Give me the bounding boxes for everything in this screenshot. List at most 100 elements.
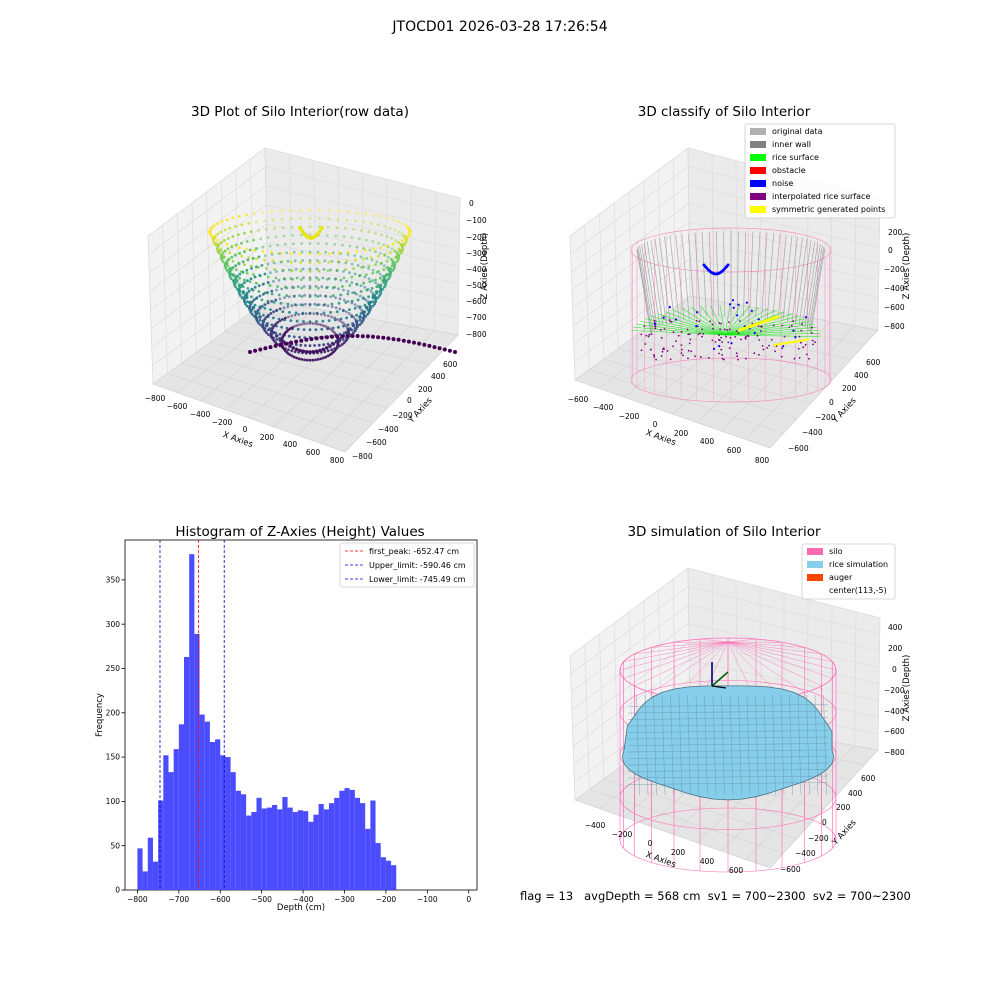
raw-point — [350, 262, 354, 266]
interpolated-point — [728, 347, 731, 349]
rice-mesh-line — [627, 762, 829, 766]
raw-point — [269, 271, 272, 275]
raw-point — [316, 286, 320, 290]
raw-point — [254, 315, 258, 318]
raw-point — [285, 294, 289, 297]
grid-line — [769, 749, 879, 869]
histogram-bar — [391, 865, 397, 890]
grid-line — [267, 261, 459, 302]
raw-point — [237, 246, 241, 250]
raw-point — [262, 292, 265, 296]
raw-point — [303, 293, 307, 297]
interpolated-point — [798, 335, 801, 338]
interpolated-point — [682, 354, 684, 357]
interpolated-point — [811, 326, 813, 329]
y-tick: −400 — [802, 428, 823, 437]
raw-point — [237, 289, 241, 293]
inner-wall-streak — [701, 231, 707, 317]
raw-point — [234, 264, 238, 268]
raw-point — [390, 247, 394, 251]
raw-point — [285, 286, 289, 290]
raw-point — [324, 250, 328, 254]
grid-line — [320, 330, 435, 444]
inner-wall-streak — [749, 231, 754, 317]
raw-point — [298, 294, 301, 297]
y-tick: 600 — [866, 358, 881, 367]
raw-point — [326, 349, 330, 353]
raw-point — [299, 217, 302, 220]
grid-line — [272, 321, 387, 427]
raw-point — [364, 212, 367, 216]
interpolated-point — [737, 332, 740, 335]
symmetric-point — [800, 339, 804, 342]
rice-mesh-line — [627, 769, 829, 772]
raw-point — [366, 287, 370, 291]
raw-point — [318, 217, 321, 220]
interpolated-point — [680, 352, 683, 355]
raw-point — [299, 261, 302, 264]
raw-point — [252, 238, 256, 242]
symmetric-point — [788, 341, 792, 344]
simulation-title: 3D simulation of Silo Interior — [627, 524, 821, 540]
interpolated-point — [702, 333, 705, 335]
raw-point — [336, 346, 339, 349]
raw-point — [363, 275, 367, 279]
raw-point — [333, 347, 336, 351]
raw-point — [299, 269, 303, 273]
figure-suptitle: JTOCD01 2026-03-28 17:26:54 — [391, 19, 607, 35]
raw-point — [381, 274, 384, 278]
raw-point — [340, 321, 344, 324]
raw-point — [356, 264, 360, 267]
histogram-bar — [230, 772, 236, 890]
raw-point — [335, 269, 339, 272]
raw-point — [384, 283, 387, 287]
status-line: flag = 13 avgDepth = 568 cm sv1 = 700~23… — [520, 889, 911, 903]
inner-wall-streak — [675, 234, 685, 320]
interpolated-point — [801, 323, 803, 326]
raw-point — [324, 355, 328, 359]
z-tick: −600 — [884, 727, 905, 736]
raw-point — [314, 336, 319, 341]
raw-point — [326, 354, 330, 358]
raw-point — [355, 313, 358, 317]
inner-wall-streak — [761, 232, 768, 318]
raw-point — [345, 334, 350, 338]
raw-point — [240, 223, 244, 227]
raw-point — [308, 350, 312, 354]
raw-point — [318, 252, 322, 256]
raw-point — [225, 268, 229, 272]
inner-wall-streak — [795, 238, 808, 324]
interpolated-point — [768, 344, 770, 347]
histogram-legend: first_peak: -652.47 cm Upper_limit: -590… — [339, 542, 475, 588]
raw-point — [359, 290, 363, 293]
raw-point — [376, 335, 381, 340]
silo-roof-wire — [727, 641, 805, 693]
raw-point — [272, 279, 275, 283]
rice-mesh-line — [780, 694, 785, 796]
histogram-title: Histogram of Z-Axies (Height) Values — [175, 524, 424, 540]
raw-point — [313, 293, 317, 297]
noise-point — [731, 299, 735, 302]
interpolated-point — [719, 328, 722, 331]
raw-point — [243, 300, 246, 304]
raw-point — [287, 348, 290, 352]
raw-point — [240, 296, 244, 299]
raw-point — [365, 257, 369, 260]
histogram-bar — [168, 772, 174, 890]
interpolated-point — [729, 336, 732, 339]
legend-label-rice-simulation: rice simulation — [829, 560, 888, 569]
raw-point — [391, 242, 395, 246]
raw-point — [367, 264, 371, 268]
raw-point — [365, 334, 370, 339]
raw-point — [356, 325, 360, 328]
raw-point — [388, 270, 392, 274]
raw-point — [276, 321, 280, 324]
raw-point — [231, 266, 235, 270]
raw-point — [246, 279, 249, 283]
grid-line — [854, 611, 857, 746]
rice-surface-ray — [724, 318, 805, 336]
raw-point — [361, 296, 365, 300]
raw-point — [277, 252, 281, 256]
raw-point — [270, 210, 274, 214]
interpolated-point — [714, 341, 717, 343]
